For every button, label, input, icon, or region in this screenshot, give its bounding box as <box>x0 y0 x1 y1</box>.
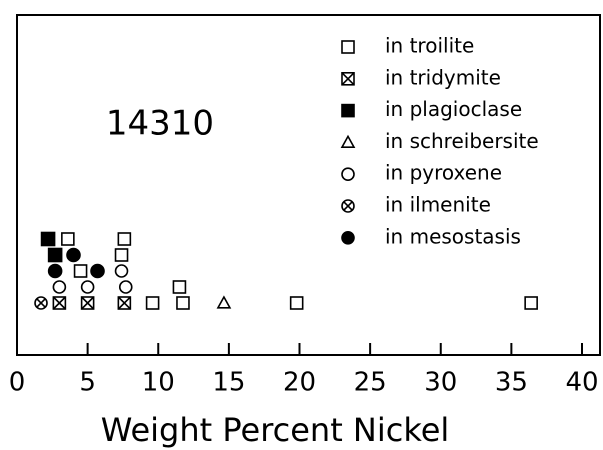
x-tick-label: 15 <box>212 368 245 398</box>
legend-marker <box>341 231 355 245</box>
x-tick-label: 30 <box>424 368 457 398</box>
x-tick-label: 25 <box>354 368 387 398</box>
legend-marker <box>341 103 355 118</box>
marker-shape <box>47 247 63 263</box>
marker-shape <box>341 72 355 86</box>
marker-shape <box>341 167 355 181</box>
point <box>145 296 160 310</box>
marker-shape <box>341 103 355 118</box>
marker-shape <box>524 296 538 310</box>
point <box>114 248 129 262</box>
legend-label: in troilite <box>385 34 474 58</box>
legend-label: in ilmenite <box>385 193 491 217</box>
point <box>47 247 63 263</box>
point <box>52 280 67 294</box>
marker-shape <box>340 134 356 148</box>
point <box>216 295 232 309</box>
sample-label: 14310 <box>106 104 214 144</box>
point <box>117 232 132 246</box>
point <box>289 296 304 310</box>
marker-shape <box>118 280 133 294</box>
marker-shape <box>172 280 187 294</box>
point <box>114 264 129 278</box>
point <box>90 263 105 279</box>
marker-shape <box>176 296 190 310</box>
marker-shape <box>343 201 353 211</box>
point <box>52 296 67 310</box>
marker-shape <box>90 263 105 279</box>
x-tick-label: 0 <box>9 368 26 398</box>
point <box>40 231 56 247</box>
marker-shape <box>52 280 67 294</box>
marker-shape <box>47 263 63 279</box>
x-tick-label: 5 <box>79 368 96 398</box>
marker-shape <box>341 40 355 54</box>
legend-marker <box>341 40 355 54</box>
point <box>117 296 132 310</box>
legend-label: in plagioclase <box>385 97 522 121</box>
marker-shape <box>52 296 66 310</box>
point <box>34 296 48 310</box>
marker-shape <box>145 296 160 310</box>
marker-shape <box>114 248 129 262</box>
x-axis-label: Weight Percent Nickel <box>101 411 450 449</box>
marker-shape <box>73 264 88 278</box>
marker-shape <box>216 295 232 309</box>
marker-shape <box>117 296 131 310</box>
legend-label: in schreibersite <box>385 129 539 153</box>
point <box>118 280 133 294</box>
legend-marker <box>340 134 356 148</box>
legend-label: in pyroxene <box>385 161 502 185</box>
marker-shape <box>66 247 81 263</box>
point <box>61 232 75 246</box>
x-tick-label: 20 <box>283 368 316 398</box>
marker-shape <box>61 232 75 246</box>
plot-frame <box>16 14 601 356</box>
point <box>73 264 88 278</box>
marker-shape <box>341 231 355 245</box>
legend-label: in mesostasis <box>385 224 521 248</box>
marker-shape <box>117 232 132 246</box>
legend-marker <box>341 199 355 213</box>
marker-shape <box>40 231 56 247</box>
marker-shape <box>81 296 95 310</box>
legend-label: in tridymite <box>385 65 501 89</box>
legend-marker <box>341 167 355 181</box>
x-tick-label: 35 <box>495 368 528 398</box>
x-tick-label: 40 <box>565 368 598 398</box>
point <box>524 296 538 310</box>
legend-marker <box>341 72 355 86</box>
point <box>80 296 95 310</box>
marker-shape <box>114 264 129 278</box>
marker-shape <box>80 280 95 294</box>
marker-shape <box>289 296 304 310</box>
marker-shape <box>36 298 46 308</box>
point <box>176 296 190 310</box>
point <box>80 280 95 294</box>
x-tick-label: 10 <box>142 368 175 398</box>
point <box>66 247 81 263</box>
point <box>172 280 187 294</box>
point <box>47 263 63 279</box>
